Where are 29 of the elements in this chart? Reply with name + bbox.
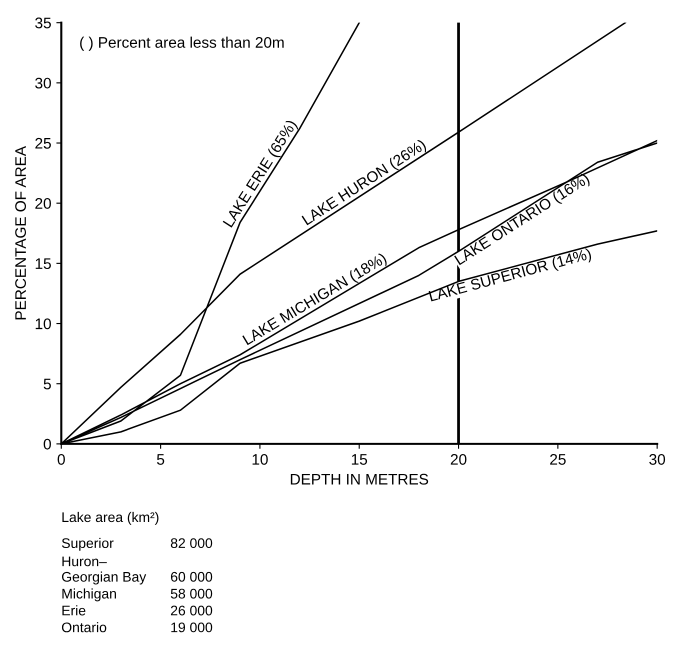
y-tick-label: 0 [44,438,51,450]
text: Huron– Georgian Bay [62,556,146,584]
text: Ontario [62,622,106,632]
x-tick-label: 25 [550,454,566,465]
x-axis-title: DEPTH IN METRES [290,474,428,485]
text: 82 000 [170,538,212,548]
y-tick-label: 30 [35,78,51,89]
y-tick-label: 5 [44,378,51,390]
x-tick-label: 30 [649,454,666,465]
y-tick-label: 25 [35,138,51,149]
text: Lake area (km²) [62,512,158,525]
y-tick-label: 10 [36,318,51,330]
text: Michigan [62,588,116,602]
x-tick-label: 15 [352,454,368,465]
text: Superior [62,538,114,551]
y-axis-title: PERCENTAGE OF AREA [15,146,26,320]
text: 58 000 [170,588,212,599]
annotation: ( ) Percent area less than 20m [80,36,284,51]
y-tick-label: 15 [36,258,51,270]
x-tick-label: 5 [156,454,164,465]
text: 26 000 [170,606,212,616]
text: Erie [62,605,86,616]
x-tick-label: 20 [450,454,466,465]
y-tick-label: 20 [35,198,51,209]
x-tick-label: 10 [252,454,268,465]
text: 60 000 [170,572,212,582]
y-tick-label: 35 [35,18,51,28]
text: 19 000 [171,622,212,632]
x-tick-label: 0 [58,454,65,465]
